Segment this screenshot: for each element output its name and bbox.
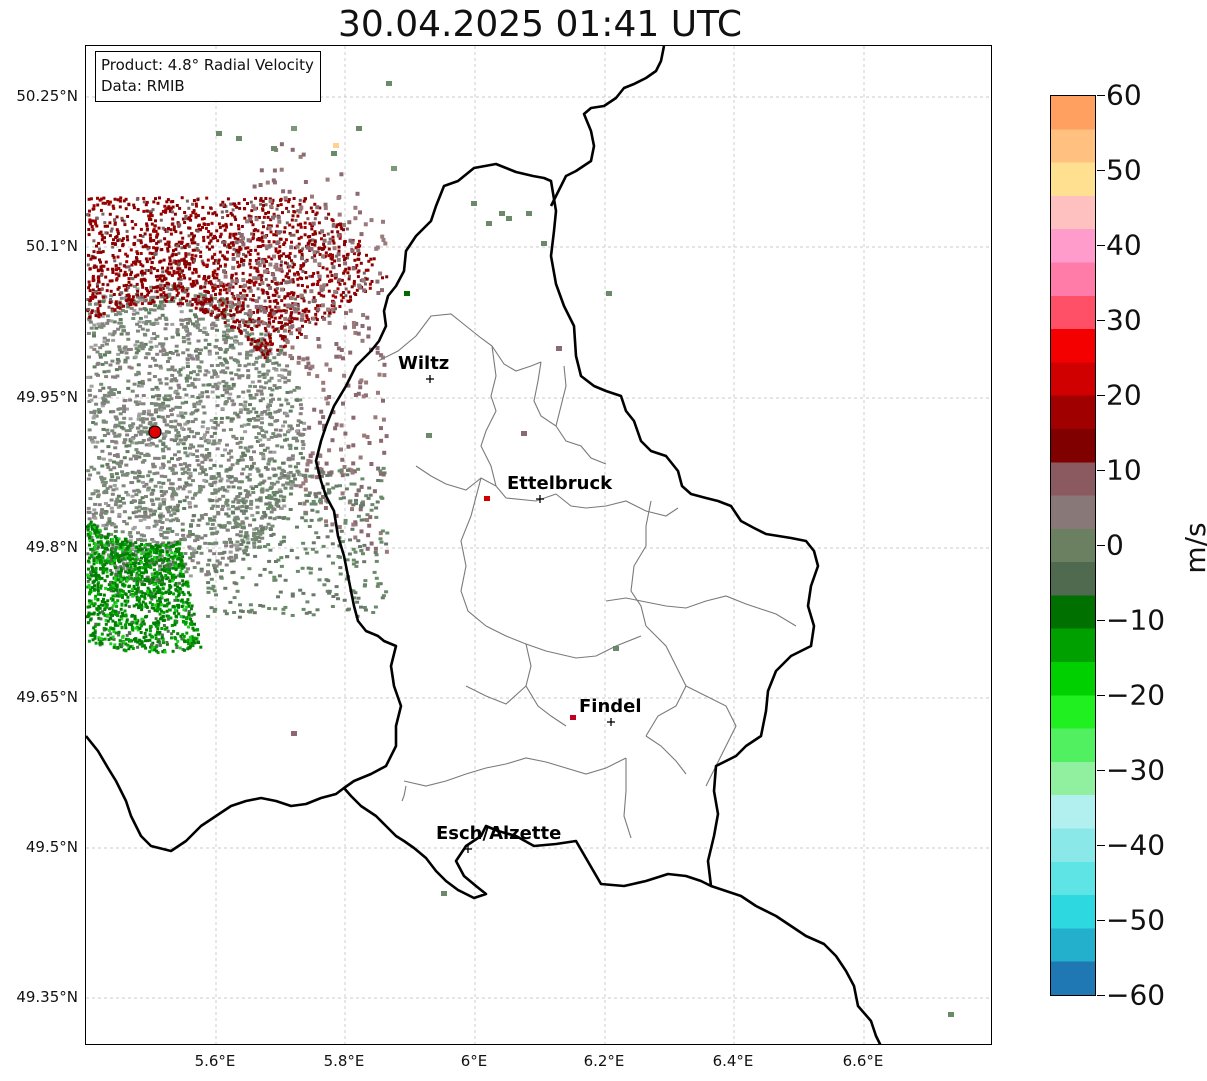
colorbar-tick-mark: [1097, 695, 1105, 696]
lat-tick-label: 49.95°N: [16, 388, 78, 406]
lon-tick-label: 6.6°E: [842, 1052, 884, 1070]
colorbar-tick-label: −50: [1106, 903, 1166, 937]
national-boundaries: [86, 46, 882, 1044]
lat-tick-label: 50.1°N: [25, 237, 78, 255]
map-canvas[interactable]: Wiltz Ettelbruck Findel Esch/Alzette: [86, 46, 992, 1045]
city-marker-wiltz[interactable]: [426, 375, 434, 383]
colorbar-tick-label: −40: [1106, 828, 1166, 862]
city-marker-ettelbruck[interactable]: [536, 495, 544, 503]
city-label-wiltz: Wiltz: [398, 353, 449, 374]
radar-site-marker[interactable]: [148, 425, 162, 439]
colorbar-tick-mark: [1097, 395, 1105, 396]
lon-tick-label: 6°E: [460, 1052, 488, 1070]
city-marker-findel[interactable]: [607, 718, 615, 726]
colorbar-tick-mark: [1097, 95, 1105, 96]
lon-tick-label: 6.4°E: [712, 1052, 754, 1070]
lon-tick-label: 6.2°E: [583, 1052, 625, 1070]
city-label-findel: Findel: [579, 696, 642, 717]
product-info-box: Product: 4.8° Radial Velocity Data: RMIB: [95, 51, 321, 102]
product-label: Product: 4.8° Radial Velocity: [101, 56, 314, 74]
colorbar-tick-label: 60: [1106, 78, 1142, 112]
colorbar-tick-label: 40: [1106, 228, 1142, 262]
map-title: 30.04.2025 01:41 UTC: [337, 4, 743, 45]
colorbar-tick-mark: [1097, 620, 1105, 621]
lat-tick-label: 49.35°N: [16, 988, 78, 1006]
canton-boundaries: [377, 313, 797, 839]
lat-tick-label: 49.8°N: [25, 538, 78, 556]
colorbar-tick-mark: [1097, 320, 1105, 321]
map-area[interactable]: Wiltz Ettelbruck Findel Esch/Alzette: [85, 45, 992, 1045]
lat-tick-label: 50.25°N: [16, 87, 78, 105]
colorbar-tick-label: 30: [1106, 303, 1142, 337]
colorbar-tick-label: 50: [1106, 153, 1142, 187]
colorbar-tick-label: −30: [1106, 753, 1166, 787]
lon-tick-label: 5.6°E: [194, 1052, 236, 1070]
colorbar-tick-label: 20: [1106, 378, 1142, 412]
colorbar-tick-mark: [1097, 995, 1105, 996]
colorbar-tick-label: 10: [1106, 453, 1142, 487]
colorbar-tick-label: −60: [1106, 978, 1166, 1012]
city-label-esch: Esch/Alzette: [436, 823, 561, 844]
city-label-ettelbruck: Ettelbruck: [507, 473, 613, 494]
colorbar-tick-mark: [1097, 845, 1105, 846]
colorbar-tick-label: −20: [1106, 678, 1166, 712]
colorbar-tick-label: −10: [1106, 603, 1166, 637]
lon-tick-label: 5.8°E: [323, 1052, 365, 1070]
colorbar-tick-mark: [1097, 245, 1105, 246]
lat-tick-label: 49.5°N: [25, 838, 78, 856]
colorbar-tick-mark: [1097, 170, 1105, 171]
colorbar-tick-mark: [1097, 545, 1105, 546]
city-labels: Wiltz Ettelbruck Findel Esch/Alzette: [398, 353, 642, 844]
colorbar-tick-mark: [1097, 770, 1105, 771]
colorbar-tick-mark: [1097, 470, 1105, 471]
colorbar: [1050, 95, 1096, 996]
colorbar-unit-label: m/s: [1179, 522, 1207, 574]
city-markers: [426, 375, 615, 853]
radar-echoes: [86, 81, 954, 1017]
colorbar-tick-mark: [1097, 920, 1105, 921]
gridlines: [86, 46, 991, 1044]
colorbar-tick-label: 0: [1106, 528, 1124, 562]
lat-tick-label: 49.65°N: [16, 688, 78, 706]
city-marker-esch[interactable]: [464, 845, 472, 853]
data-source-label: Data: RMIB: [101, 77, 185, 95]
